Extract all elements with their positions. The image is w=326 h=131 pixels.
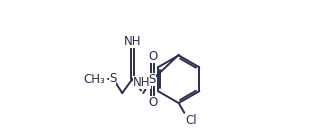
Text: O: O (148, 50, 157, 63)
Text: Cl: Cl (185, 114, 197, 127)
Text: NH: NH (133, 76, 151, 89)
Text: NH: NH (124, 35, 141, 48)
Text: CH₃: CH₃ (83, 73, 105, 86)
Text: O: O (148, 96, 157, 109)
Text: S: S (149, 73, 156, 86)
Text: S: S (109, 72, 116, 85)
